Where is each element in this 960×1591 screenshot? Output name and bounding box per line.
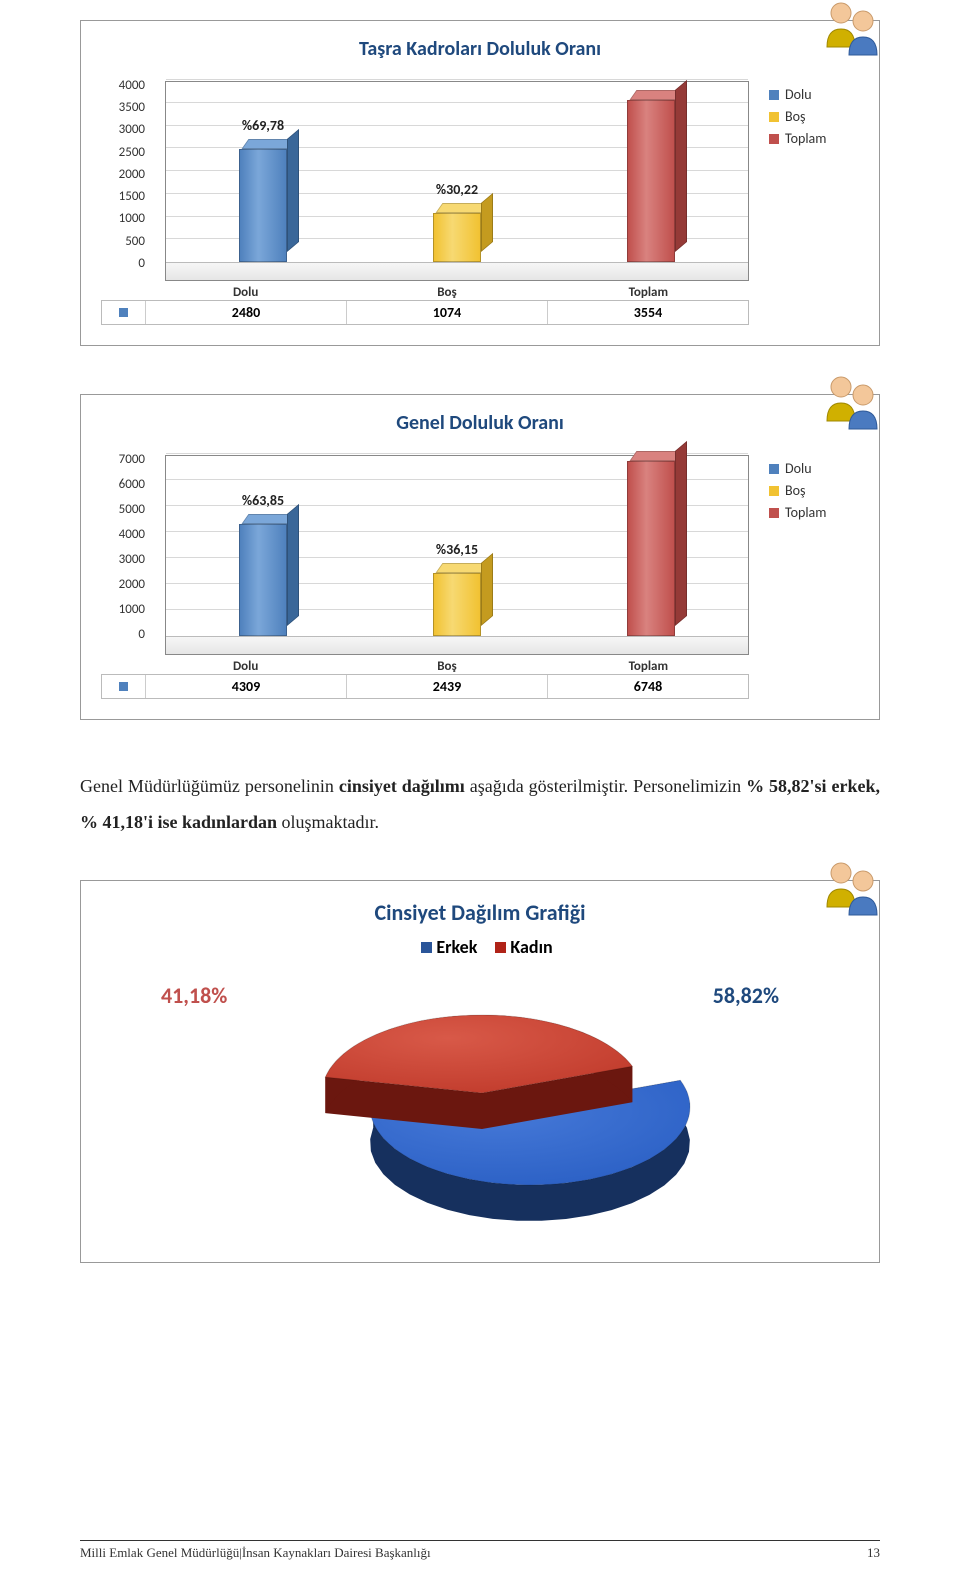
- people-icon: [819, 859, 889, 922]
- chart2-legend: DoluBoşToplam: [769, 455, 859, 526]
- pie-plot: 41,18% 58,82%: [101, 972, 859, 1232]
- people-icon: [819, 373, 889, 436]
- pie-swatch-kadin: [495, 942, 506, 953]
- pie-label-female: 41,18%: [161, 982, 227, 1009]
- pie-legend-kadin: Kadın: [510, 936, 552, 958]
- chart2-title: Genel Doluluk Oranı: [101, 411, 859, 435]
- chart-genel: Genel Doluluk Oranı 01000200030004000500…: [80, 394, 880, 720]
- p-t1: Genel Müdürlüğümüz personelinin: [80, 776, 339, 796]
- chart-tasra: Taşra Kadroları Doluluk Oranı 0500100015…: [80, 20, 880, 346]
- chart1-yaxis: 05001000150020002500300035004000: [101, 81, 145, 281]
- pie-title: Cinsiyet Dağılım Grafiği: [101, 899, 859, 926]
- chart1-legend: DoluBoşToplam: [769, 81, 859, 152]
- body-paragraph: Genel Müdürlüğümüz personelinin cinsiyet…: [80, 768, 880, 840]
- page-number: 13: [867, 1545, 880, 1561]
- chart1-data-row: 248010743554: [101, 300, 749, 325]
- pie-legend: Erkek Kadın: [101, 936, 859, 958]
- chart1-xaxis: DoluBoşToplam: [145, 285, 749, 300]
- chart1-plot: %69,78%30,22: [165, 81, 749, 281]
- p-t3: aşağıda gösterilmiştir. Personelimizin: [465, 776, 746, 796]
- pie-chart-box: Cinsiyet Dağılım Grafiği Erkek Kadın 41,…: [80, 880, 880, 1263]
- people-icon: [819, 0, 889, 62]
- p-t5: oluşmaktadır.: [277, 812, 379, 832]
- pie-svg: [101, 972, 859, 1232]
- pie-label-male: 58,82%: [713, 982, 779, 1009]
- chart2-yaxis: 01000200030004000500060007000: [101, 455, 145, 655]
- chart1-title: Taşra Kadroları Doluluk Oranı: [101, 37, 859, 61]
- page-footer: Milli Emlak Genel Müdürlüğü|İnsan Kaynak…: [80, 1540, 880, 1561]
- pie-legend-erkek: Erkek: [436, 936, 477, 958]
- pie-swatch-erkek: [421, 942, 432, 953]
- chart2-data-row: 430924396748: [101, 674, 749, 699]
- footer-text: Milli Emlak Genel Müdürlüğü|İnsan Kaynak…: [80, 1545, 431, 1561]
- chart2-plot: %63,85%36,15: [165, 455, 749, 655]
- p-t2: cinsiyet dağılımı: [339, 776, 465, 796]
- chart2-xaxis: DoluBoşToplam: [145, 659, 749, 674]
